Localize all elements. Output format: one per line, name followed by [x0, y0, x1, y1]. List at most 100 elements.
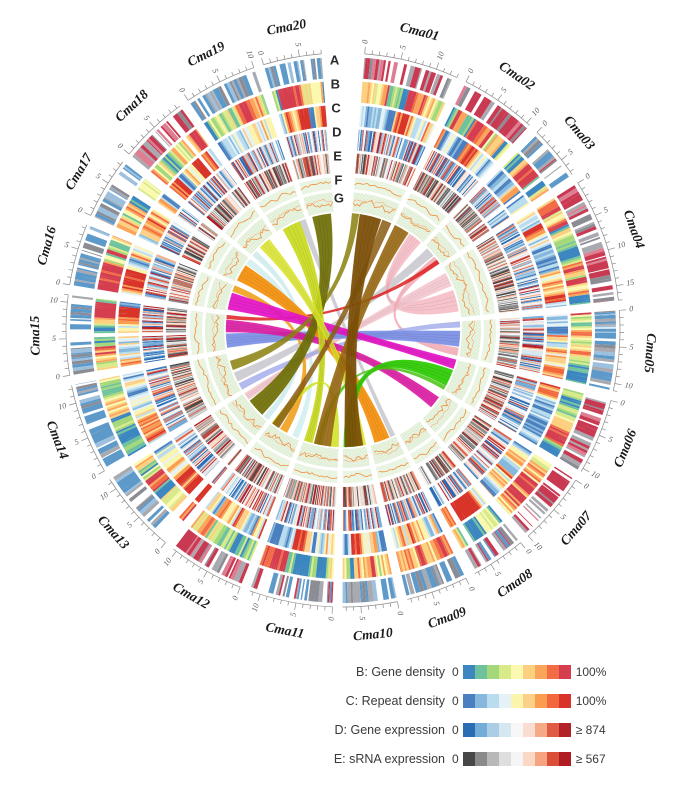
track-gene_density-Cma15 — [94, 298, 118, 365]
track-gene_density-Cma02 — [452, 111, 505, 157]
track-gene_density-Cma02 — [444, 106, 508, 160]
ribbon-Cma01-Cma12 — [272, 219, 392, 429]
track-srna_expression-Cma17 — [181, 227, 215, 266]
track-gene_expression-Cma08 — [450, 473, 465, 491]
track-gene_expression-Cma13 — [174, 428, 226, 483]
legend-color-swatch — [462, 722, 475, 737]
track-gene_density-Cma20 — [310, 82, 323, 104]
track-gene_expression-Cma20 — [287, 129, 328, 158]
track-gene_expression-Cma12 — [219, 472, 275, 516]
tick-label: 10 — [57, 401, 67, 412]
track-repeat_density-Cma09 — [398, 522, 417, 547]
legend-color-swatch — [498, 722, 511, 737]
tick-label: 10 — [244, 49, 255, 59]
track-srna_expression-Cma11 — [298, 481, 337, 507]
track-A-Cma18 — [132, 131, 171, 170]
legend-color-swatch — [474, 751, 487, 766]
track-repeat_density-Cma13 — [154, 441, 174, 455]
track-gene_expression-Cma06 — [497, 395, 531, 433]
track-A-Cma01 — [370, 58, 399, 84]
track-repeat_density-Cma17 — [142, 198, 178, 239]
track-gene_expression-Cma07 — [467, 427, 512, 476]
track-repeat_density-Cma09 — [397, 514, 440, 547]
track-gene_expression-Cma20 — [291, 129, 327, 157]
track-gene_density-Cma17 — [129, 195, 152, 214]
track-gene_expression-Cma12 — [223, 474, 274, 516]
track-gene_density-Cma12 — [204, 519, 257, 561]
track-gene_density-Cma11 — [311, 556, 329, 579]
track-gene_expression-Cma13 — [178, 433, 227, 484]
track-gene_expression-Cma09 — [402, 496, 420, 520]
track-gene_density-Cma14 — [99, 375, 131, 420]
track-gene_expression-Cma17 — [160, 212, 197, 254]
track-gene_density-Cma14 — [103, 392, 135, 431]
track-srna_expression-Cma05 — [496, 328, 521, 366]
legend-color-swatch — [474, 693, 487, 708]
track-gene_density-Cma01 — [369, 82, 438, 120]
track-gene_expression-Cma19 — [231, 139, 286, 181]
track-gene_expression-Cma01 — [359, 129, 426, 166]
track-gene_expression-Cma01 — [371, 131, 422, 165]
track-gene_expression-Cma11 — [282, 501, 337, 531]
track-gene_expression-Cma06 — [498, 390, 533, 431]
track-gene_expression-Cma12 — [222, 474, 271, 515]
track-gene_density-Cma13 — [150, 474, 195, 519]
legend-max-value: 100% — [575, 693, 607, 708]
track-A-Cma16 — [78, 242, 105, 269]
legend-max-value: 100% — [575, 664, 607, 679]
track-gene_expression-Cma18 — [189, 179, 224, 215]
track-repeat_density-Cma10 — [344, 530, 388, 555]
track-srna_expression-Cma01 — [371, 156, 408, 184]
legend-color-swatch — [474, 664, 487, 679]
track-repeat_density-Cma01 — [359, 105, 435, 144]
track-srna_expression-Cma03 — [458, 210, 479, 229]
track-repeat_density-Cma08 — [471, 487, 486, 506]
track-srna_expression-Cma01 — [357, 153, 415, 187]
axes-and-ticks: 0510051005051015051005100510050505051005… — [49, 40, 635, 621]
track-srna_expression-Cma19 — [244, 162, 293, 200]
track-gene_density-Cma07 — [501, 462, 546, 510]
track-repeat_density-Cma09 — [395, 514, 439, 548]
track-gene_expression-Cma04 — [496, 224, 543, 310]
legend-color-swatch — [510, 722, 523, 737]
track-gene_expression-Cma14 — [146, 368, 187, 429]
track-A-Cma10 — [345, 577, 396, 603]
track-gene_expression-Cma05 — [518, 319, 544, 375]
track-repeat_density-Cma07 — [482, 441, 532, 495]
track-gene_expression-Cma12 — [221, 473, 264, 511]
tick-label: 5 — [493, 570, 503, 578]
track-gene_expression-Cma05 — [520, 318, 545, 363]
tick-label: 0 — [55, 277, 60, 287]
track-srna_expression-Cma20 — [316, 153, 327, 175]
track-A-Cma15 — [70, 306, 95, 375]
track-A-Cma02 — [454, 85, 522, 140]
track-gene_expression-Cma16 — [145, 258, 175, 298]
track-srna_expression-Cma09 — [387, 471, 420, 500]
track-gene_expression-Cma13 — [176, 431, 221, 478]
track-srna_expression-Cma07 — [464, 426, 484, 442]
track-gene_expression-Cma10 — [343, 509, 360, 532]
legend-color-swatch — [534, 664, 547, 679]
track-srna_expression-Cma20 — [294, 153, 331, 180]
track-gene_expression-Cma19 — [245, 144, 275, 173]
tick-label: 0 — [466, 67, 476, 75]
track-gene_density-Cma20 — [271, 90, 280, 112]
ribbon-Cma17-Cma09 — [236, 265, 390, 443]
track-srna_expression-Cma08 — [420, 453, 453, 485]
track-repeat_density-Cma11 — [267, 522, 324, 555]
track-A-Cma02 — [457, 86, 526, 143]
tick-label: 10 — [530, 106, 542, 118]
track-gene_density-Cma09 — [412, 541, 438, 568]
track-srna_expression-Cma13 — [201, 423, 242, 465]
track-srna_expression-Cma19 — [261, 168, 279, 191]
track-srna_expression-Cma02 — [413, 171, 463, 214]
track-gene_density-Cma17 — [119, 205, 146, 230]
legend-color-swatch — [498, 664, 511, 679]
track-gene_expression-Cma03 — [473, 191, 508, 227]
tick-label: 0 — [256, 50, 266, 56]
track-gene_density-Cma10 — [346, 555, 383, 579]
track-repeat_density-Cma04 — [525, 229, 566, 298]
track-repeat_density-Cma01 — [363, 106, 390, 131]
track-srna_expression-Cma09 — [379, 475, 411, 503]
